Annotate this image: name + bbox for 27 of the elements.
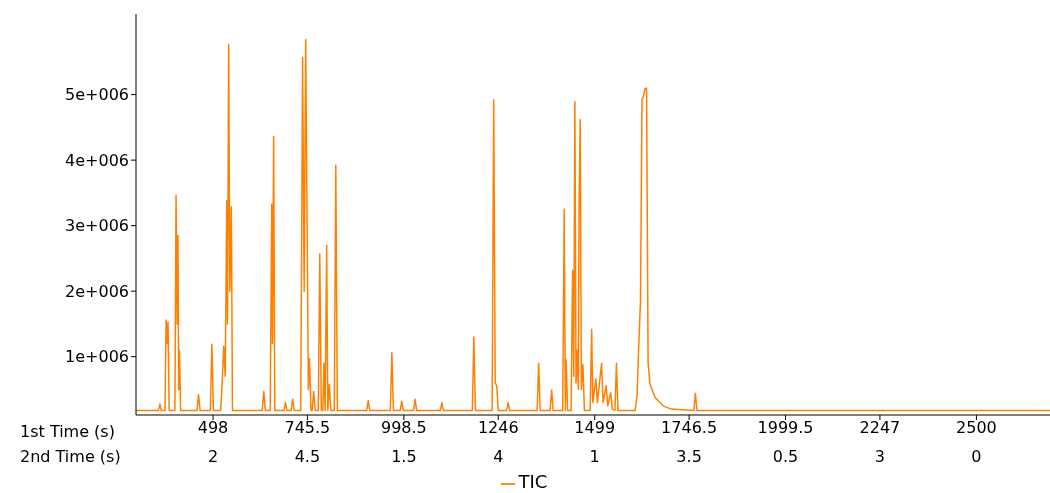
text: 0.5 [772, 447, 799, 466]
text: 2nd Time (s) [20, 447, 121, 466]
line-series [136, 38, 1050, 412]
y-tick-label: 1e+006 [65, 347, 129, 367]
x-tick-label: 2500 [956, 418, 997, 438]
y-tick-label: 2e+006 [65, 281, 129, 301]
x-tick-label: 745.5 [284, 418, 331, 438]
x-tick-label: 1746.5 [661, 418, 718, 438]
x-tick-label: 498 [197, 418, 229, 438]
text: 1.5 [391, 447, 417, 466]
text: 4.5 [294, 447, 321, 466]
text: 1 [589, 447, 600, 466]
x-tick-label: 2247 [859, 418, 901, 438]
x-tick-label: 998.5 [380, 418, 427, 438]
text: 2 [207, 447, 219, 466]
x-tick-label: 1999.5 [757, 418, 814, 438]
text: 4 [493, 447, 504, 466]
text: 3.5 [676, 447, 702, 466]
x-tick-label: 1246 [477, 418, 519, 438]
x-axis-title: 1st Time (s) [20, 422, 115, 441]
legend-label: TIC [518, 471, 548, 492]
text: 3 [874, 447, 886, 466]
y-tick-label: 3e+006 [65, 216, 129, 236]
y-tick-label: 5e+006 [65, 85, 129, 105]
x-tick-label: 1499 [574, 418, 616, 438]
text: 0 [971, 447, 982, 466]
y-tick-label: 4e+006 [65, 150, 129, 170]
